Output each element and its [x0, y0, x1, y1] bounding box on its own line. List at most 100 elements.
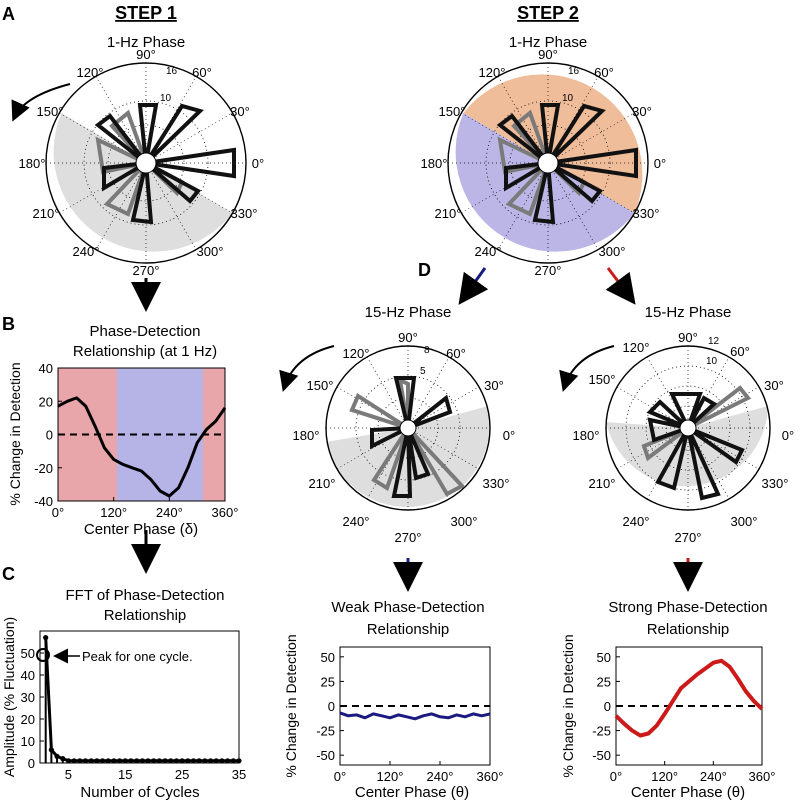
y-tick-label: 50: [597, 650, 611, 665]
polar-a-angle-240: 240°: [73, 244, 100, 259]
polar-d-gray-shade: [606, 406, 768, 487]
polar-b-angle-60: 60°: [594, 65, 614, 80]
polar-plot-c: 15-Hz Phase 5 8 90° 60° 30° 0° 330° 300°…: [279, 304, 515, 545]
polar-c-angle-330: 330°: [483, 476, 510, 491]
fft-point: [207, 758, 214, 764]
polar-b-angle-120: 120°: [479, 65, 506, 80]
fft-point: [173, 758, 180, 764]
polar-d-angle-150: 150°: [589, 372, 616, 387]
polar-a-title: 1-Hz Phase: [107, 34, 185, 51]
panel-c-peak-marker: [36, 648, 50, 662]
polar-b-angle-240: 240°: [475, 244, 502, 259]
strong-title-2: Relationship: [647, 621, 730, 638]
fft-point: [139, 758, 145, 764]
polar-c-angle-90: 90°: [398, 330, 418, 345]
polar-b-angle-0: 0°: [654, 156, 666, 171]
y-tick-label: -50: [316, 748, 335, 763]
polar-a-rlabel-10: 10: [160, 93, 172, 104]
polar-c-rlabel-5: 5: [420, 366, 426, 377]
panel-c-ylabel: Amplitude (% Fluctuation): [1, 617, 17, 777]
y-tick-label: 20: [21, 712, 35, 727]
fft-point: [156, 758, 162, 764]
polar-b-angle-330: 330°: [633, 206, 660, 221]
arrow-blue-diag: [458, 267, 489, 305]
step2-title: STEP 2: [517, 3, 579, 23]
fft-point: [43, 635, 49, 641]
fft-point: [82, 758, 89, 764]
y-tick-label: 40: [21, 668, 35, 683]
panel-c-annotation: Peak for one cycle.: [82, 649, 193, 664]
polar-a-rlabel-16: 16: [166, 66, 178, 77]
fft-point: [60, 756, 66, 762]
x-tick-label: 240°: [427, 769, 454, 784]
y-tick-label: 50: [321, 650, 335, 665]
strong-title-1: Strong Phase-Detection: [608, 599, 767, 616]
polar-d-title: 15-Hz Phase: [645, 304, 732, 321]
panel-b-chart: Phase-Detection Relationship (at 1 Hz) 4…: [7, 323, 238, 538]
fft-point: [196, 758, 202, 764]
polar-a-angle-60: 60°: [192, 65, 212, 80]
panel-letter-a: A: [2, 4, 15, 24]
polar-a-angle-300: 300°: [197, 244, 224, 259]
step1-title: STEP 1: [115, 3, 177, 23]
series-line-strong: [614, 658, 764, 738]
polar-d-angle-120: 120°: [623, 340, 650, 355]
y-tick-label: -20: [34, 461, 53, 476]
y-tick-label: 30: [21, 690, 35, 705]
polar-b-angle-300: 300°: [599, 244, 626, 259]
polar-d-black-petals: [646, 392, 745, 501]
polar-c-angle-30: 30°: [484, 378, 504, 393]
y-tick-label: 0: [28, 756, 35, 771]
fft-point: [71, 758, 77, 764]
polar-c-angle-60: 60°: [446, 346, 466, 361]
polar-c-angle-240: 240°: [343, 514, 370, 529]
polar-c-angle-150: 150°: [307, 378, 334, 393]
polar-b-gray-petals: [497, 109, 587, 217]
polar-c-black-petals: [370, 376, 453, 498]
polar-c-angle-210: 210°: [309, 476, 336, 491]
polar-d-angle-30: 30°: [764, 378, 784, 393]
fft-point: [162, 758, 168, 764]
polar-b-black-petals: [496, 103, 638, 225]
polar-a-gray-petals: [95, 109, 185, 217]
strong-ylabel: % Change in Detection: [560, 634, 576, 777]
fft-point: [111, 758, 117, 764]
x-tick-label: 35: [232, 767, 246, 782]
polar-c-angle-120: 120°: [343, 346, 370, 361]
polar-b-rlabel-16: 16: [568, 66, 580, 77]
weak-ylabel: % Change in Detection: [283, 634, 299, 777]
strong-xlabel: Center Phase (θ): [631, 784, 745, 801]
polar-d-rlabel-10: 10: [706, 356, 718, 367]
fft-point: [77, 758, 83, 764]
x-tick-label: 15: [118, 767, 132, 782]
polar-b-angle-90: 90°: [538, 47, 558, 62]
strong-chart: Strong Phase-Detection Relationship 50 25…: [560, 599, 775, 801]
fft-point: [185, 758, 191, 764]
polar-b-rlabel-10: 10: [562, 93, 574, 104]
fft-point: [134, 758, 140, 764]
y-tick-label: 25: [597, 674, 611, 689]
weak-chart: Weak Phase-Detection Relationship 50 25 0 -…: [283, 599, 503, 801]
polar-d-angle-270: 270°: [675, 530, 702, 545]
polar-c-angle-300: 300°: [451, 514, 478, 529]
polar-a-angle-210: 210°: [33, 206, 60, 221]
x-tick-label: 360°: [477, 769, 504, 784]
x-tick-label: 5: [65, 767, 72, 782]
fft-point: [145, 758, 151, 764]
polar-c-angle-270: 270°: [395, 530, 422, 545]
x-tick-label: 360°: [212, 505, 239, 520]
fft-point: [168, 758, 174, 764]
fft-point: [219, 758, 225, 764]
polar-d-rlabel-12: 12: [708, 336, 720, 347]
polar-a-angle-150: 150°: [37, 104, 64, 119]
polar-c-rotation-arrow: [279, 345, 335, 392]
x-tick-label: 120°: [651, 769, 678, 784]
polar-d-rotation-arrow: [559, 345, 615, 392]
y-tick-label: 20: [39, 394, 53, 409]
polar-d-angle-90: 90°: [678, 330, 698, 345]
polar-d-angle-330: 330°: [762, 476, 789, 491]
polar-a-rotation-arrow: [11, 83, 71, 122]
fft-point: [88, 758, 94, 764]
panel-b-xlabel: Center Phase (δ): [84, 521, 198, 538]
